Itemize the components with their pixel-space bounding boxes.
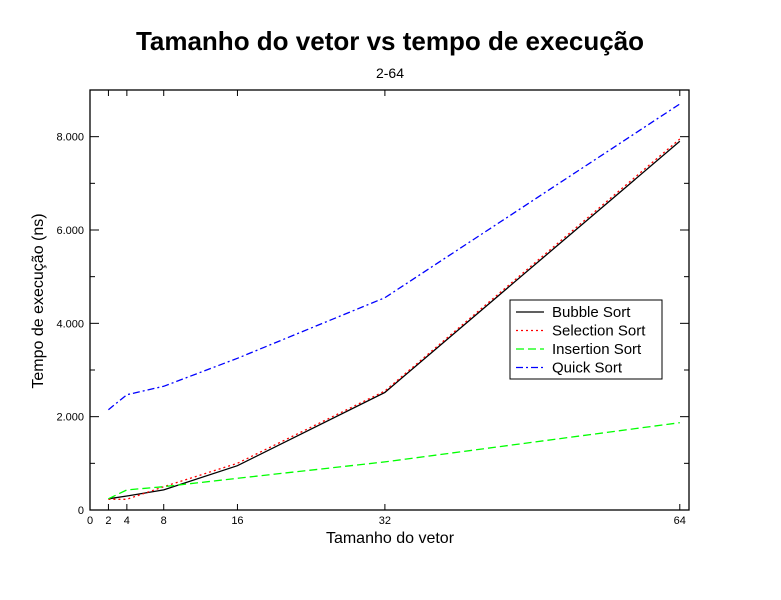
x-tick-label: 2: [105, 515, 111, 527]
x-tick-label: 64: [674, 515, 686, 527]
x-axis-label: Tamanho do vetor: [326, 530, 455, 547]
series-line-selection-sort: [108, 138, 681, 500]
y-tick-label: 4.000: [56, 318, 84, 330]
chart-title: Tamanho do vetor vs tempo de execução: [136, 26, 644, 56]
x-tick-label: 32: [379, 515, 391, 527]
series-lines: [107, 103, 681, 500]
x-tick-label: 4: [124, 515, 130, 527]
y-axis-label: Tempo de execução (ns): [30, 213, 47, 388]
y-tick-label: 2.000: [56, 412, 84, 424]
y-tick-label: 6.000: [56, 225, 84, 237]
series-line-insertion-sort: [108, 422, 680, 500]
x-tick-label: 0: [87, 515, 93, 527]
legend-label: Quick Sort: [552, 360, 623, 377]
y-tick-label: 8.000: [56, 132, 84, 144]
legend-label: Bubble Sort: [552, 304, 631, 321]
y-tick-label: 0: [78, 505, 84, 517]
series-line-quick-sort: [107, 103, 681, 411]
legend-label: Insertion Sort: [552, 341, 642, 358]
chart-subtitle: 2-64: [376, 65, 404, 81]
x-tick-label: 16: [231, 515, 243, 527]
y-axis-ticks: 0 2.000 4.000 6.000 8.000: [56, 89, 689, 517]
x-tick-label: 8: [161, 515, 167, 527]
x-axis-ticks: 0 2 4 8 16 32 64: [87, 90, 686, 527]
plot-frame: [89, 89, 690, 511]
series-line-bubble-sort: [108, 140, 681, 500]
legend-label: Selection Sort: [552, 323, 646, 340]
legend-box: [509, 299, 663, 380]
